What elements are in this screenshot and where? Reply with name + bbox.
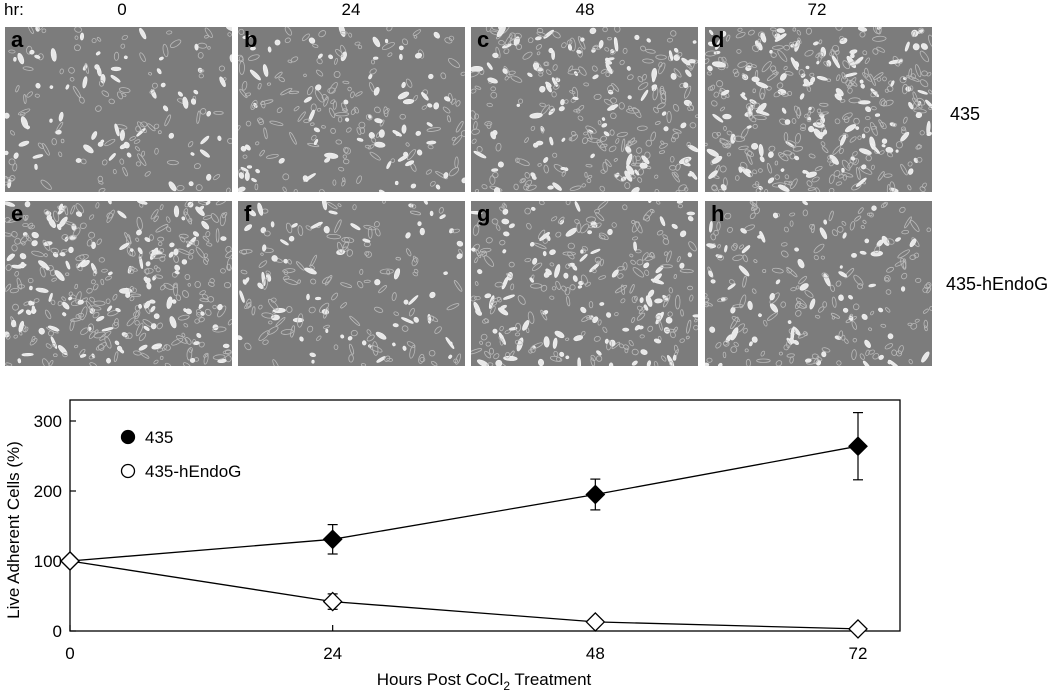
- data-point: [60, 551, 80, 571]
- chart-legend: 435 435-hEndoG: [120, 428, 241, 481]
- legend-label: 435: [145, 428, 173, 447]
- y-tick-label: 200: [34, 482, 62, 501]
- hr-label: hr:: [4, 0, 24, 19]
- legend-marker: [120, 429, 136, 445]
- micrograph-panel-d: d: [705, 27, 932, 192]
- micrograph-panel-b: b: [238, 27, 465, 192]
- x-tick-label: 0: [65, 644, 74, 663]
- row-label-435-hendog: 435-hEndoG: [946, 274, 1049, 294]
- micrograph-panel-a: a: [5, 27, 232, 192]
- y-axis-label: Live Adherent Cells (%): [4, 441, 23, 619]
- time-col-72: 72: [807, 0, 827, 19]
- row-label-435: 435: [950, 104, 981, 124]
- legend-label: 435-hEndoG: [145, 462, 241, 481]
- panel-letter-b: b: [244, 27, 258, 52]
- data-point: [322, 529, 343, 550]
- micrograph-panel-c: c: [471, 27, 698, 192]
- series-435: [60, 411, 868, 571]
- data-point: [848, 436, 868, 457]
- series-line: [69, 560, 859, 630]
- x-axis-label: Hours Post CoCl2 Treatment: [377, 670, 592, 691]
- panel-letter-h: h: [711, 201, 725, 226]
- y-tick-label: 0: [53, 622, 62, 641]
- y-tick-label: 100: [34, 552, 62, 571]
- legend-marker: [120, 463, 136, 479]
- data-point: [585, 484, 606, 505]
- panel-letter-c: c: [477, 27, 490, 52]
- panel-letter-g: g: [477, 201, 491, 226]
- panel-letter-f: f: [244, 201, 252, 226]
- x-tick-label: 72: [849, 644, 868, 663]
- time-col-24: 24: [341, 0, 361, 19]
- chart-series: [60, 411, 868, 639]
- micrograph-panel-e: e: [5, 201, 232, 366]
- x-tick-label: 24: [323, 644, 342, 663]
- y-tick-label: 300: [34, 412, 62, 431]
- panel-letter-e: e: [11, 201, 24, 226]
- data-point: [322, 591, 343, 612]
- plot-frame: [69, 399, 901, 632]
- micrograph-panel-g: g: [471, 201, 698, 366]
- micrograph-panel-f: f: [238, 201, 465, 366]
- panel-letter-a: a: [11, 27, 24, 52]
- panel-letter-d: d: [711, 27, 725, 52]
- time-col-48: 48: [575, 0, 595, 19]
- time-col-0: 0: [117, 0, 127, 19]
- series-435-hEndoG: [60, 551, 868, 639]
- data-point: [585, 611, 606, 632]
- micrograph-panel-h: h: [705, 201, 932, 366]
- line-chart: 0 100 200 300 0 24 48 72 Live Adherent Cells (%…: [4, 399, 901, 691]
- x-tick-label: 48: [586, 644, 605, 663]
- data-point: [848, 618, 868, 639]
- series-line: [69, 445, 859, 562]
